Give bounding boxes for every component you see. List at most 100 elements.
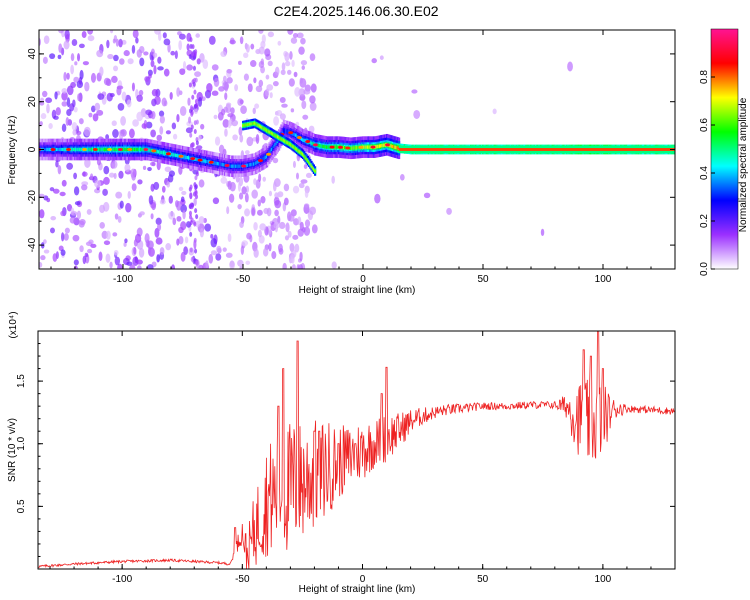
heatmap-cell [389,144,392,148]
heatmap-cell [255,122,258,126]
heatmap-speckle [198,264,204,269]
heatmap-cell [90,147,93,152]
heatmap-speckle [45,97,53,104]
heatmap-speckle [157,66,164,71]
heatmap-cell [369,145,372,149]
heatmap-speckle [190,111,194,117]
heatmap-speckle [296,32,304,39]
heatmap-speckle [111,160,118,169]
x-tick-label: -100 [112,574,132,585]
heatmap-cell [278,136,281,139]
heatmap-speckle [74,61,78,66]
heatmap-speckle [136,111,144,122]
heatmap-cell [58,147,61,152]
heatmap-speckle [103,77,111,86]
heatmap-cell [285,129,288,133]
heatmap-speckle [282,262,287,269]
heatmap-speckle [96,109,104,116]
heatmap-cell [170,152,173,156]
heatmap-speckle [66,72,70,80]
heatmap-speckle [126,99,132,108]
heatmap-speckle [70,53,75,62]
heatmap-speckle [274,192,281,198]
heatmap-speckle [281,103,288,108]
heatmap-speckle [399,174,405,181]
heatmap-cell [364,145,367,149]
heatmap-speckle [161,97,167,107]
heatmap-speckle [309,53,316,61]
heatmap-speckle [156,134,163,141]
heatmap-cell [293,132,296,137]
heatmap-cell [207,160,210,164]
heatmap-cell [276,135,279,139]
heatmap-speckle [210,234,214,239]
heatmap-speckle [61,91,68,101]
heatmap-cell [244,123,247,127]
heatmap-speckle [258,173,262,183]
heatmap-speckle [228,193,235,203]
heatmap-cell [268,130,271,134]
heatmap-speckle [284,235,290,241]
heatmap-speckle [258,60,265,69]
heatmap-speckle [240,245,245,255]
heatmap-speckle [243,73,249,81]
heatmap-cell [272,146,275,150]
heatmap-speckle [171,264,176,269]
heatmap-cell [172,153,175,157]
heatmap-speckle [64,227,70,234]
heatmap-speckle [237,182,241,192]
heatmap-speckle [244,192,249,203]
heatmap-speckle [195,214,199,220]
heatmap-speckle [174,50,178,60]
heatmap-speckle [266,84,274,91]
heatmap-speckle [273,221,280,229]
heatmap-cell [279,136,282,140]
heatmap-speckle [194,190,198,196]
heatmap-speckle [159,126,164,135]
heatmap-speckle [139,211,145,216]
heatmap-speckle [188,82,192,88]
heatmap-speckle [210,238,218,248]
heatmap-cell [358,145,364,149]
heatmap-speckle [138,247,145,258]
heatmap-cell [237,164,240,168]
heatmap-cell [352,146,355,150]
heatmap-speckle [185,127,193,134]
heatmap-cell [302,138,305,142]
heatmap-cell [176,153,179,158]
heatmap-cell [62,147,65,152]
heatmap-speckle [244,150,250,155]
heatmap-cell [269,131,272,134]
heatmap-speckle [298,182,305,189]
heatmap-speckle [277,40,282,46]
y-tick-label: 20 [27,96,38,108]
heatmap-cell [312,167,315,171]
heatmap-cell [395,145,398,150]
heatmap-speckle [178,40,183,51]
heatmap-cell [230,164,233,168]
heatmap-speckle [446,207,452,215]
heatmap-speckle [125,202,132,213]
heatmap-cell [54,147,57,152]
heatmap-cell [262,157,265,161]
heatmap-cell [183,155,186,159]
heatmap-speckle [72,234,80,242]
heatmap-speckle [310,83,317,93]
heatmap-speckle [567,61,573,72]
heatmap-speckle [59,191,66,197]
heatmap-speckle [118,170,124,179]
heatmap-speckle [121,91,127,101]
heatmap-speckle [272,157,279,164]
heatmap-cell [45,147,48,152]
heatmap-speckle [142,165,147,171]
heatmap-speckle [267,31,275,38]
heatmap-cell [246,123,249,127]
heatmap-speckle [105,253,111,263]
heatmap-speckle [259,223,267,231]
heatmap-speckle [156,160,161,171]
heatmap-speckle [208,35,216,45]
heatmap-speckle [63,71,67,82]
heatmap-cell [132,147,135,152]
snr-frame [37,330,676,570]
heatmap-speckle [300,37,306,45]
